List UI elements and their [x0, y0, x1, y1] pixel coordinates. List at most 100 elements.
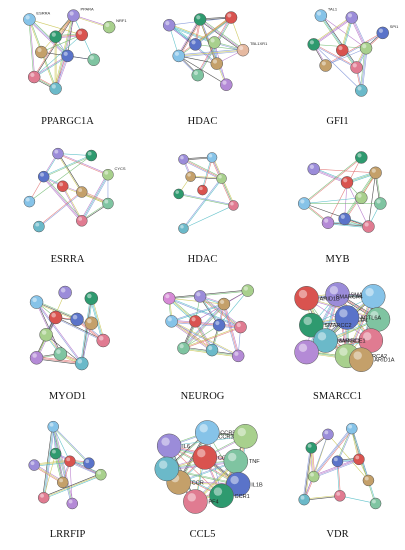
protein-node	[102, 197, 114, 210]
protein-node-circle	[322, 428, 334, 441]
interaction-edge	[195, 44, 244, 51]
protein-node-circle	[102, 197, 114, 210]
interaction-edge	[312, 427, 352, 477]
interaction-edge	[303, 447, 312, 500]
interaction-edge	[55, 317, 104, 342]
protein-node	[35, 45, 48, 59]
protein-node-label: CCR3	[218, 434, 233, 440]
protein-node	[37, 170, 50, 183]
protein-node-highlight	[213, 487, 223, 496]
protein-node-circle	[307, 38, 320, 51]
interaction-edge	[182, 177, 222, 229]
protein-node-highlight	[199, 186, 203, 191]
interaction-edge	[29, 155, 92, 202]
protein-node-circle	[37, 170, 50, 183]
network-graph	[298, 422, 382, 510]
interaction-edge	[303, 197, 362, 204]
protein-node	[29, 295, 44, 309]
interaction-edge	[33, 34, 83, 78]
protein-node-highlight	[243, 286, 249, 291]
interaction-edge	[313, 44, 362, 91]
protein-node-circle	[27, 70, 41, 84]
protein-node-circle	[305, 442, 318, 454]
protein-node-circle	[83, 457, 95, 469]
protein-node-circle	[165, 315, 178, 328]
network-panel-ccl5: CCR5 CCR3 IL6 CCL TNF IL1B CCR CCR1 PF4 CCL5	[135, 413, 270, 550]
interaction-edge	[336, 460, 340, 497]
interaction-edge	[321, 14, 358, 68]
protein-node-highlight	[72, 314, 78, 320]
protein-node	[37, 491, 50, 504]
protein-node: TAL1	[314, 7, 338, 22]
interaction-edge	[361, 47, 367, 91]
protein-node-highlight	[310, 472, 314, 477]
protein-node-circle	[216, 173, 227, 184]
interaction-edge	[313, 428, 353, 477]
protein-node-highlight	[25, 197, 30, 202]
protein-node	[28, 459, 40, 471]
protein-node-highlight	[348, 424, 353, 429]
protein-node	[331, 455, 344, 467]
protein-node: TBL1XR1	[236, 41, 268, 57]
interaction-edge	[327, 157, 362, 224]
interaction-edge	[81, 297, 92, 364]
protein-node-highlight	[40, 172, 44, 177]
interaction-edge	[72, 15, 110, 28]
protein-node-highlight	[316, 11, 322, 16]
protein-node-highlight	[37, 47, 42, 53]
interaction-edge	[171, 321, 239, 357]
protein-node-highlight	[159, 460, 168, 469]
protein-node-highlight	[364, 222, 369, 227]
protein-node-highlight	[303, 316, 312, 326]
panel-caption: CCL5	[189, 529, 216, 540]
protein-node-circle	[66, 497, 79, 510]
protein-node-circle	[193, 290, 207, 303]
protein-node-highlight	[167, 317, 172, 322]
protein-node-circle	[189, 38, 202, 51]
protein-node-circle	[52, 147, 64, 160]
protein-node-highlight	[161, 437, 170, 446]
interaction-edge	[183, 159, 222, 179]
interaction-edge	[303, 494, 341, 500]
protein-node-circle	[360, 284, 386, 309]
protein-node-label: IL1B	[251, 482, 263, 488]
protein-node-circle	[362, 474, 375, 487]
network-graph	[28, 420, 107, 510]
interaction-edge	[38, 191, 82, 227]
protein-node: CCR1	[209, 483, 250, 509]
interaction-edge	[319, 15, 356, 69]
interaction-edge	[303, 203, 369, 227]
protein-node-circle	[313, 328, 338, 353]
protein-node-highlight	[321, 61, 326, 66]
protein-node-circle	[193, 13, 207, 26]
protein-node-circle	[162, 18, 176, 32]
protein-node-highlight	[210, 38, 215, 43]
protein-node-circle	[173, 188, 184, 200]
protein-node-label: ARID1A	[374, 358, 394, 364]
protein-node	[362, 474, 375, 487]
interaction-edge	[201, 156, 212, 191]
protein-node-highlight	[52, 449, 56, 454]
interaction-edge	[313, 459, 360, 477]
protein-node-highlight	[87, 293, 92, 299]
protein-node	[75, 356, 89, 371]
protein-node	[47, 420, 59, 433]
protein-node-circle	[208, 36, 221, 49]
protein-node-highlight	[339, 309, 348, 318]
interaction-edge	[43, 176, 83, 222]
network-panel-gfi1: TAL1 SPI1 GFI1	[270, 0, 405, 137]
interaction-edge	[43, 154, 92, 177]
protein-node: ARID1B	[294, 286, 340, 311]
protein-node-highlight	[340, 214, 345, 219]
protein-node-circle	[197, 184, 208, 196]
interaction-edge	[346, 182, 369, 227]
protein-node-highlight	[220, 299, 225, 305]
interaction-edge	[325, 47, 367, 66]
protein-node-label: SMARCC2	[324, 323, 351, 329]
protein-node	[76, 186, 88, 198]
interaction-edge	[92, 297, 105, 341]
protein-node-highlight	[347, 13, 353, 18]
protein-node-highlight	[104, 170, 109, 175]
protein-node-highlight	[339, 347, 348, 356]
protein-node-label: SMARCC1	[333, 339, 360, 345]
